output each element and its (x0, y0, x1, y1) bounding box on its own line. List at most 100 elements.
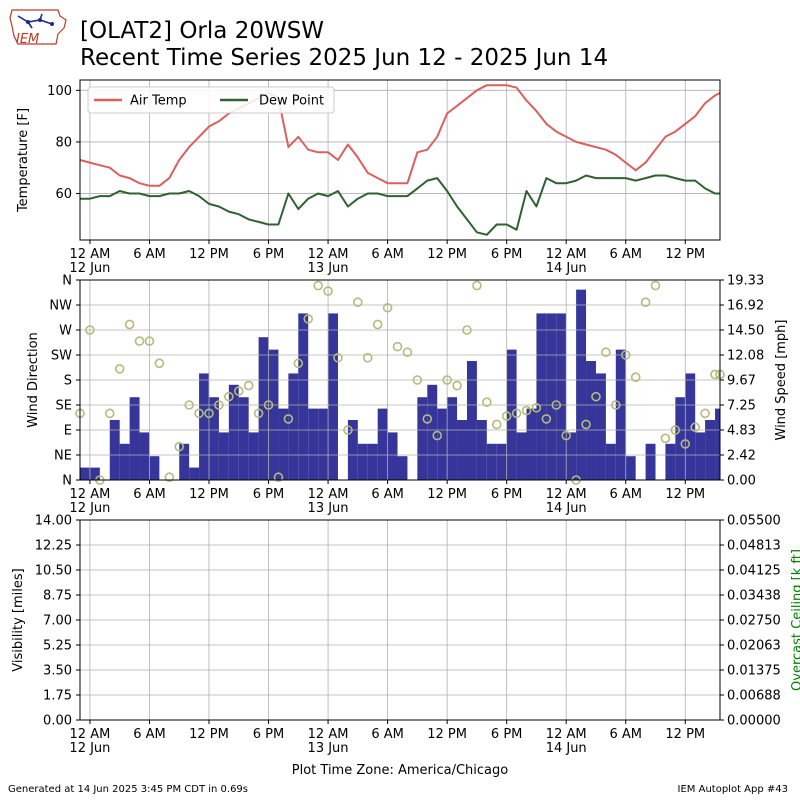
y-tick-label: 5.25 (43, 639, 72, 654)
wind-speed-bar (615, 349, 626, 480)
x-tick-label: 12 AM (70, 487, 111, 502)
wind-speed-bar (387, 432, 398, 480)
y2-tick-label: 0.04813 (727, 539, 781, 554)
wind-speed-bar (705, 419, 716, 480)
wind-direction-point (85, 325, 95, 335)
y-tick-label: 0.00 (43, 714, 72, 729)
x-tick-label: 6 PM (253, 727, 284, 742)
y-tick-label: NW (49, 299, 72, 314)
x-tick-label: 12 AM (70, 247, 111, 262)
logo-node (26, 20, 30, 24)
wind-speed-bar (715, 408, 720, 480)
y2-tick-label: 0.01375 (727, 664, 781, 679)
x-tick-label: 12 AM (546, 247, 587, 262)
x-date-label: 12 Jun (69, 741, 110, 756)
wind-speed-bar (149, 456, 160, 480)
wind-direction-point (412, 375, 423, 385)
y-tick-label: 3.50 (43, 664, 72, 679)
wind-direction-point (422, 414, 433, 424)
y-tick-label: SW (51, 349, 72, 364)
wind-direction-point (124, 319, 135, 330)
y2-tick-label: 0.00000 (727, 714, 781, 729)
wind-direction-point (650, 280, 661, 291)
wind-speed-bar (595, 373, 606, 480)
wind-direction-point (382, 302, 393, 313)
wind-direction-point (670, 425, 681, 435)
wind-direction-point (432, 430, 443, 441)
wind-speed-bar (695, 432, 706, 480)
wind-direction-point (491, 419, 502, 430)
x-date-label: 12 Jun (69, 501, 110, 516)
air-temp-line (79, 84, 721, 187)
wind-speed-bar (566, 432, 577, 480)
wind-speed-bar (89, 467, 100, 480)
wind-direction-point (184, 400, 194, 410)
wind-direction-point (482, 397, 492, 408)
wind-speed-bar (576, 289, 587, 480)
wind-direction-point (620, 350, 631, 360)
wind-direction-point (561, 430, 572, 441)
x-tick-label: 12 PM (189, 487, 229, 502)
y2-tick-label: 0.00 (727, 474, 756, 489)
wind-direction-point (273, 472, 284, 483)
x-date-label: 14 Jun (546, 261, 587, 276)
wind-direction-point (214, 400, 224, 410)
x-tick-label: 12 PM (427, 487, 467, 502)
wind-speed-bar (417, 397, 428, 480)
wind-direction-point (134, 336, 145, 346)
y2-tick-label: 0.05500 (727, 514, 781, 529)
x-tick-label: 6 AM (371, 487, 404, 502)
wind-speed-bar (367, 443, 378, 480)
y-tick-label: 10.50 (35, 564, 72, 579)
wind-speed-bar (80, 467, 90, 480)
wind-speed-bar (268, 349, 279, 480)
chart-subtitle: Recent Time Series 2025 Jun 12 - 2025 Ju… (80, 45, 609, 71)
y2-tick-label: 0.03438 (727, 589, 781, 604)
wind-speed-bar (228, 384, 239, 480)
x-tick-label: 6 AM (133, 727, 166, 742)
wind-speed-bar (288, 373, 299, 480)
wind-direction-point (144, 336, 155, 346)
wind-speed-bar (308, 408, 319, 480)
wind-speed-bar (476, 419, 487, 480)
wind-speed-bar (199, 373, 209, 480)
wind-direction-point (313, 280, 323, 291)
x-tick-label: 12 PM (427, 727, 467, 742)
wind-direction-point (164, 472, 175, 483)
x-tick-label: 12 PM (427, 247, 467, 262)
wind-direction-point (353, 297, 363, 308)
wind-direction-point (442, 375, 452, 385)
y-tick-label: 100 (47, 84, 72, 99)
y-axis-label: Temperature [F] (16, 108, 31, 213)
wind-direction-point (204, 408, 214, 419)
legend-air-temp-label: Air Temp (130, 94, 187, 109)
x-tick-label: 6 PM (491, 487, 522, 502)
wind-speed-bar (179, 443, 190, 480)
x-tick-label: 12 AM (546, 727, 587, 742)
x-tick-label: 12 PM (189, 247, 229, 262)
x-tick-label: 6 PM (253, 247, 284, 262)
y2-tick-label: 2.42 (727, 449, 756, 464)
wind-speed-bar (447, 397, 458, 480)
wind-speed-bar (586, 361, 596, 480)
y2-tick-label: 0.02750 (727, 614, 781, 629)
wind-speed-bar (397, 456, 408, 480)
footer-app: IEM Autoplot App #43 (677, 784, 788, 795)
wind-speed-bar (258, 337, 269, 480)
wind-direction-point (283, 414, 294, 424)
y2-tick-label: 9.67 (727, 374, 756, 389)
y-tick-label: S (64, 374, 72, 389)
wind-speed-bar (278, 408, 289, 480)
y-tick-label: NE (54, 449, 72, 464)
x-tick-label: 12 PM (189, 727, 229, 742)
wind-direction-point (194, 408, 204, 419)
wind-speed-bar (208, 397, 219, 480)
y-axis-label: Wind Direction (26, 332, 41, 428)
y-tick-label: 60 (55, 187, 72, 202)
wind-direction-point (690, 422, 700, 433)
chart-title: [OLAT2] Orla 20WSW (80, 18, 325, 44)
y2-tick-label: 0.02063 (727, 639, 781, 654)
wind-direction-point (591, 391, 601, 402)
y-tick-label: 1.75 (43, 689, 72, 704)
